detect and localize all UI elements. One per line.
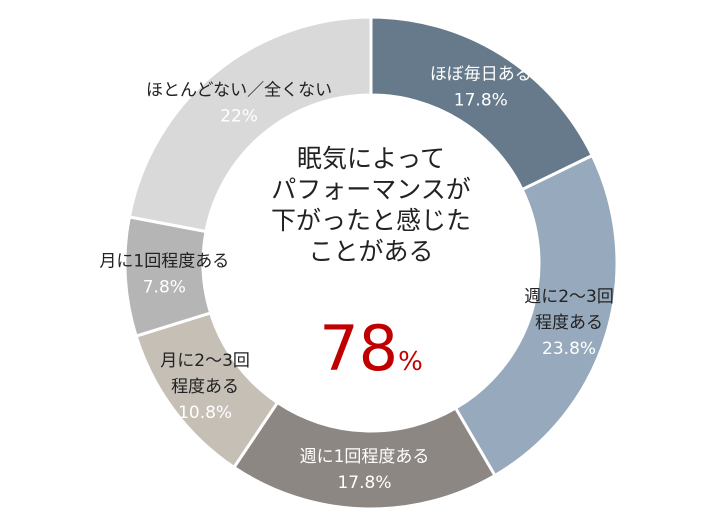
slice-category-label-3: 月に2〜3回 (160, 351, 250, 371)
slice-category-label-5: ほとんどない／全くない (146, 81, 332, 101)
center-percentage-value: 78% (319, 312, 423, 385)
center-text-line-1: パフォーマンスが (271, 175, 471, 204)
slice-category-label-1: 程度ある (535, 313, 603, 333)
labels-layer: ほぼ毎日ある17.8%週に2〜3回程度ある23.8%週に1回程度ある17.8%月… (99, 65, 613, 493)
center-value-unit: % (398, 347, 423, 377)
slices-layer (123, 15, 619, 511)
slice-category-label-1: 週に2〜3回 (524, 287, 614, 307)
center-value-number: 78 (319, 312, 398, 385)
slice-value-label-0: 17.8% (454, 91, 508, 111)
slice-category-label-2: 週に1回程度ある (300, 447, 430, 467)
slice-category-label-0: ほぼ毎日ある (430, 65, 532, 85)
donut-slice-5 (127, 15, 373, 234)
slice-category-label-3: 程度ある (171, 377, 239, 397)
slice-value-label-3: 10.8% (178, 403, 232, 423)
center-text-line-2: 下がったと感じた (271, 206, 471, 235)
slice-value-label-5: 22% (220, 107, 258, 127)
center-text-line-3: ことがある (308, 237, 433, 266)
slice-value-label-4: 7.8% (143, 278, 186, 298)
slice-value-label-1: 23.8% (542, 339, 596, 359)
center-text-line-0: 眠気によって (297, 144, 445, 173)
donut-slice-4 (123, 215, 213, 338)
donut-slice-1 (453, 153, 619, 478)
slice-category-label-4: 月に1回程度ある (99, 252, 229, 272)
slice-value-label-2: 17.8% (337, 473, 391, 493)
